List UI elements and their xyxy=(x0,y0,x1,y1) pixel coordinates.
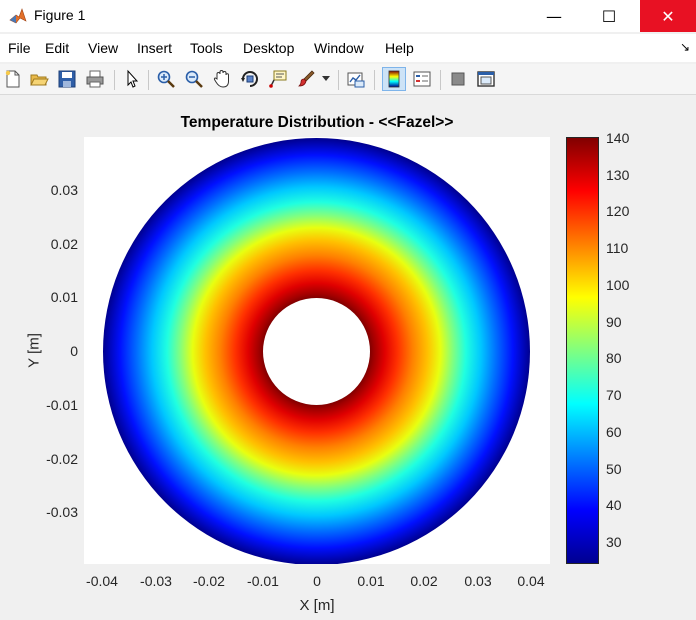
colorbar-tick-label: 30 xyxy=(606,534,622,550)
hide-plot-tools-icon[interactable] xyxy=(448,69,468,89)
colorbar-tick-label: 80 xyxy=(606,350,622,366)
x-tick-label: 0.03 xyxy=(464,573,492,589)
y-tick-label: 0 xyxy=(70,343,78,359)
x-axis-label: X [m] xyxy=(299,597,335,614)
menu-overflow-icon[interactable]: ↘ xyxy=(679,40,690,54)
save-icon[interactable] xyxy=(57,69,77,89)
brush-dropdown-icon[interactable] xyxy=(322,76,330,82)
toolbar-separator xyxy=(148,70,149,90)
y-tick-label: -0.03 xyxy=(46,504,78,520)
colorbar-tick-label: 140 xyxy=(606,130,630,146)
menu-tools[interactable]: Tools xyxy=(190,40,223,56)
x-tick-label: 0 xyxy=(313,573,321,589)
x-tick-label: -0.04 xyxy=(86,573,118,589)
toolbar-separator xyxy=(114,70,115,90)
link-plot-icon[interactable] xyxy=(346,69,366,89)
colorbar-tick-label: 120 xyxy=(606,203,630,219)
colorbar-icon xyxy=(388,70,400,88)
pan-icon[interactable] xyxy=(212,69,232,89)
inner-hole xyxy=(263,298,370,405)
data-cursor-icon[interactable] xyxy=(268,69,288,89)
colorbar-toggle-button[interactable] xyxy=(382,67,406,91)
new-figure-icon[interactable] xyxy=(3,69,23,89)
rotate-3d-icon[interactable] xyxy=(240,69,260,89)
x-tick-label: -0.03 xyxy=(140,573,172,589)
x-tick-label: 0.04 xyxy=(517,573,545,589)
y-axis-label: Y [m] xyxy=(25,333,43,368)
colorbar-tick-label: 70 xyxy=(606,387,622,403)
maximize-button[interactable]: ☐ xyxy=(601,6,617,26)
menu-edit[interactable]: Edit xyxy=(45,40,70,56)
y-tick-label: 0.03 xyxy=(50,182,78,198)
colorbar-tick-label: 90 xyxy=(606,314,622,330)
matlab-icon xyxy=(8,6,28,26)
colorbar-tick-label: 50 xyxy=(606,461,622,477)
figure-toolbar xyxy=(0,64,696,95)
show-plot-tools-icon[interactable] xyxy=(476,69,496,89)
zoom-out-icon[interactable] xyxy=(184,69,204,89)
menu-help[interactable]: Help xyxy=(385,40,414,56)
x-tick-label: -0.01 xyxy=(247,573,279,589)
toolbar-separator xyxy=(440,70,441,90)
menu-desktop[interactable]: Desktop xyxy=(243,40,295,56)
colorbar-tick-label: 130 xyxy=(606,167,630,183)
colorbar-tick-label: 100 xyxy=(606,277,630,293)
menu-file[interactable]: File xyxy=(8,40,31,56)
y-tick-label: -0.02 xyxy=(46,451,78,467)
x-tick-label: 0.02 xyxy=(410,573,438,589)
toolbar-separator xyxy=(338,70,339,90)
y-tick-label: -0.01 xyxy=(46,397,78,413)
window-titlebar: Figure 1 — ☐ ✕ xyxy=(0,0,696,32)
x-tick-label: -0.02 xyxy=(193,573,225,589)
menu-insert[interactable]: Insert xyxy=(137,40,173,56)
legend-icon[interactable] xyxy=(412,69,432,89)
menu-window[interactable]: Window xyxy=(314,40,364,56)
window-title: Figure 1 xyxy=(34,7,86,23)
menu-view[interactable]: View xyxy=(88,40,119,56)
colorbar-tick-label: 40 xyxy=(606,497,622,513)
print-icon[interactable] xyxy=(85,69,105,89)
y-tick-label: 0.02 xyxy=(50,236,78,252)
open-icon[interactable] xyxy=(29,69,49,89)
colorbar-tick-label: 110 xyxy=(606,240,629,256)
colorbar-tick-label: 60 xyxy=(606,424,622,440)
colorbar[interactable] xyxy=(566,137,599,564)
zoom-in-icon[interactable] xyxy=(156,69,176,89)
minimize-button[interactable]: — xyxy=(546,6,562,26)
plot-title: Temperature Distribution - <<Fazel>> xyxy=(180,114,454,131)
heatmap-plot xyxy=(103,138,530,565)
x-tick-label: 0.01 xyxy=(357,573,385,589)
brush-icon[interactable] xyxy=(296,69,316,89)
menu-bar: File Edit View Insert Tools Desktop Wind… xyxy=(0,34,696,62)
toolbar-separator xyxy=(374,70,375,90)
pointer-icon[interactable] xyxy=(122,69,142,89)
close-button[interactable]: ✕ xyxy=(640,0,696,32)
plot-axes[interactable] xyxy=(84,137,550,565)
y-tick-label: 0.01 xyxy=(50,289,78,305)
